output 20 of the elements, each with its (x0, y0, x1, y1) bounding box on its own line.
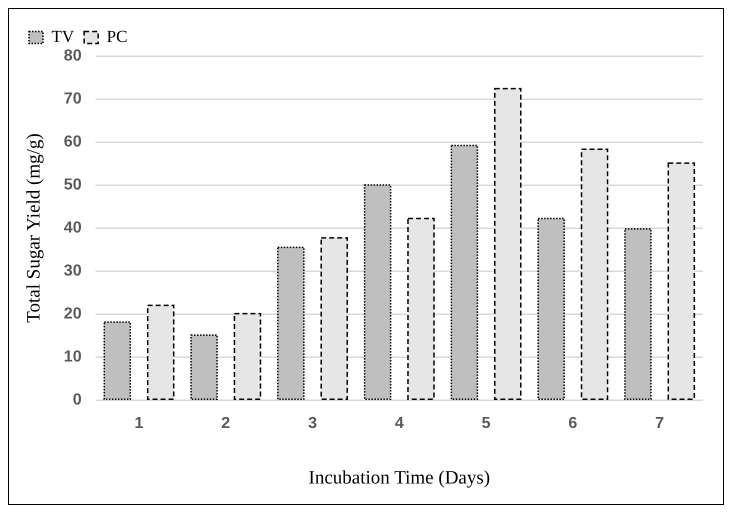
x-axis-title: Incubation Time (Days) (308, 468, 490, 489)
x-tick-label: 2 (221, 415, 230, 432)
x-tick-label: 1 (134, 415, 144, 432)
legend-label: TV (52, 26, 75, 46)
x-tick-label: 6 (568, 415, 578, 432)
y-tick-label: 30 (64, 262, 82, 280)
y-tick-label: 80 (64, 47, 82, 64)
y-tick-label: 50 (64, 176, 82, 194)
x-tick-label: 7 (655, 415, 664, 432)
y-tick-label: 60 (64, 133, 82, 150)
y-tick-label: 70 (64, 90, 82, 108)
x-tick-label: 4 (394, 415, 404, 432)
x-tick-label: 5 (482, 415, 491, 432)
y-tick-label: 10 (64, 348, 82, 366)
y-tick-label: 0 (72, 391, 82, 408)
legend-label: PC (106, 26, 128, 46)
y-tick-label: 40 (64, 219, 82, 236)
y-axis-title: Total Sugar Yield (mg/g) (23, 133, 44, 323)
x-tick-label: 3 (308, 415, 318, 432)
y-tick-label: 20 (64, 305, 82, 322)
